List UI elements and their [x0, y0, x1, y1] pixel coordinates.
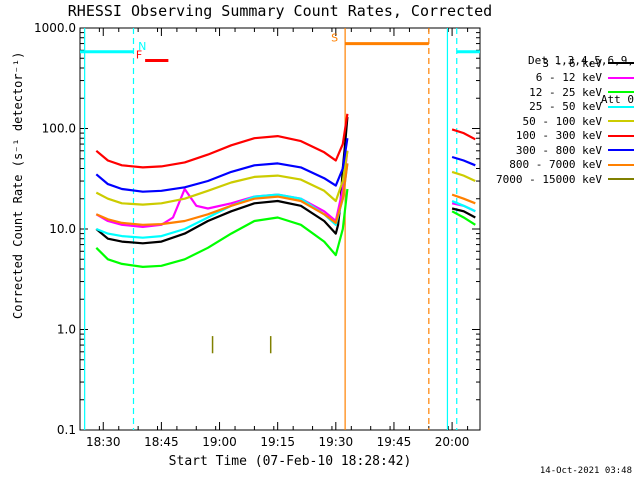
x-tick-label: 20:00 [435, 435, 470, 449]
legend-entry-label: 50 - 100 keV [522, 114, 602, 128]
x-tick-label: 18:30 [86, 435, 121, 449]
legend-header-line-2: Att 0 [600, 93, 634, 106]
legend: 3 - 6 keV 6 - 12 keV 12 - 25 keV 25 - 50 ke… [496, 56, 634, 187]
legend-swatch [608, 105, 634, 108]
flag-label-S: S [331, 32, 338, 45]
legend-swatch [608, 134, 634, 137]
flag-label-N: N [138, 40, 146, 53]
plot-frame [79, 27, 481, 431]
x-tick-label: 19:45 [377, 435, 412, 449]
series-line-post-gap-6 [451, 155, 476, 167]
legend-entry: 6 - 12 keV [496, 71, 634, 86]
legend-entry: 25 - 50 keV [496, 100, 634, 115]
legend-swatch [608, 91, 634, 94]
legend-swatch [608, 149, 634, 152]
y-tick-label: 0.1 [57, 423, 76, 437]
legend-entry: 300 - 800 keV [496, 143, 634, 158]
observing-flags: NF S [80, 28, 480, 430]
series-line-post-gap-4 [451, 170, 476, 182]
series-line-6 [95, 138, 349, 193]
series-line-post-gap-7 [451, 193, 476, 205]
series-line-post-gap-3 [451, 199, 476, 213]
legend-entry: 7000 - 15000 keV [496, 172, 634, 187]
y-tick-label: 10.0 [49, 222, 76, 236]
timestamp: 14-Oct-2021 03:48 [539, 466, 632, 476]
y-tick-label: 1000.0 [34, 21, 76, 35]
legend-entry: 50 - 100 keV [496, 114, 634, 129]
series-line-2 [95, 188, 349, 268]
x-tick-label: 19:00 [202, 435, 237, 449]
legend-entry-label: 800 - 7000 keV [509, 158, 602, 172]
legend-swatch [608, 120, 634, 123]
series-line-7 [95, 163, 349, 226]
axis-ticks: 0.1 1.0 10.0 100.0 1000.0 18:30 18:45 19:00 19:1… [34, 21, 480, 449]
x-tick-label: 18:45 [144, 435, 179, 449]
legend-entry: 12 - 25 keV [496, 85, 634, 100]
series-line-post-gap-2 [451, 210, 476, 226]
legend-entry-label: 300 - 800 keV [515, 143, 602, 157]
legend-entry-label: 6 - 12 keV [535, 71, 602, 85]
legend-swatch [608, 163, 634, 166]
flag-label-F: F [136, 48, 142, 61]
x-tick-label: 19:30 [319, 435, 354, 449]
legend-entry: 100 - 300 keV [496, 129, 634, 144]
legend-swatch [608, 178, 634, 181]
legend-swatch [608, 76, 634, 79]
series-line-4 [95, 150, 349, 206]
x-axis-label: Start Time (07-Feb-10 18:28:42) [168, 454, 412, 469]
legend-entry-label: 25 - 50 keV [529, 100, 602, 114]
y-axis-label: Corrected Count Rate (s⁻¹ detector⁻¹) [11, 51, 25, 319]
y-tick-label: 100.0 [42, 122, 76, 136]
chart-title: RHESSI Observing Summary Count Rates, Co… [67, 2, 493, 20]
series-line-post-gap-5 [451, 128, 476, 141]
axes-frame [79, 27, 481, 431]
series-lines [95, 113, 476, 354]
legend-entry-label: 12 - 25 keV [529, 85, 602, 99]
legend-entry-label: 3 - 6 keV [542, 56, 602, 70]
legend-entry-label: 7000 - 15000 keV [496, 172, 602, 186]
legend-swatch [608, 62, 634, 65]
legend-entry: 3 - 6 keV [496, 56, 634, 71]
x-tick-label: 19:15 [260, 435, 295, 449]
series-line-1 [95, 150, 349, 228]
series-line-post-gap-0 [451, 207, 476, 219]
series-line-5 [95, 113, 349, 169]
legend-entry: 800 - 7000 keV [496, 158, 634, 173]
legend-entry-label: 100 - 300 keV [515, 129, 602, 143]
y-tick-label: 1.0 [57, 323, 76, 337]
